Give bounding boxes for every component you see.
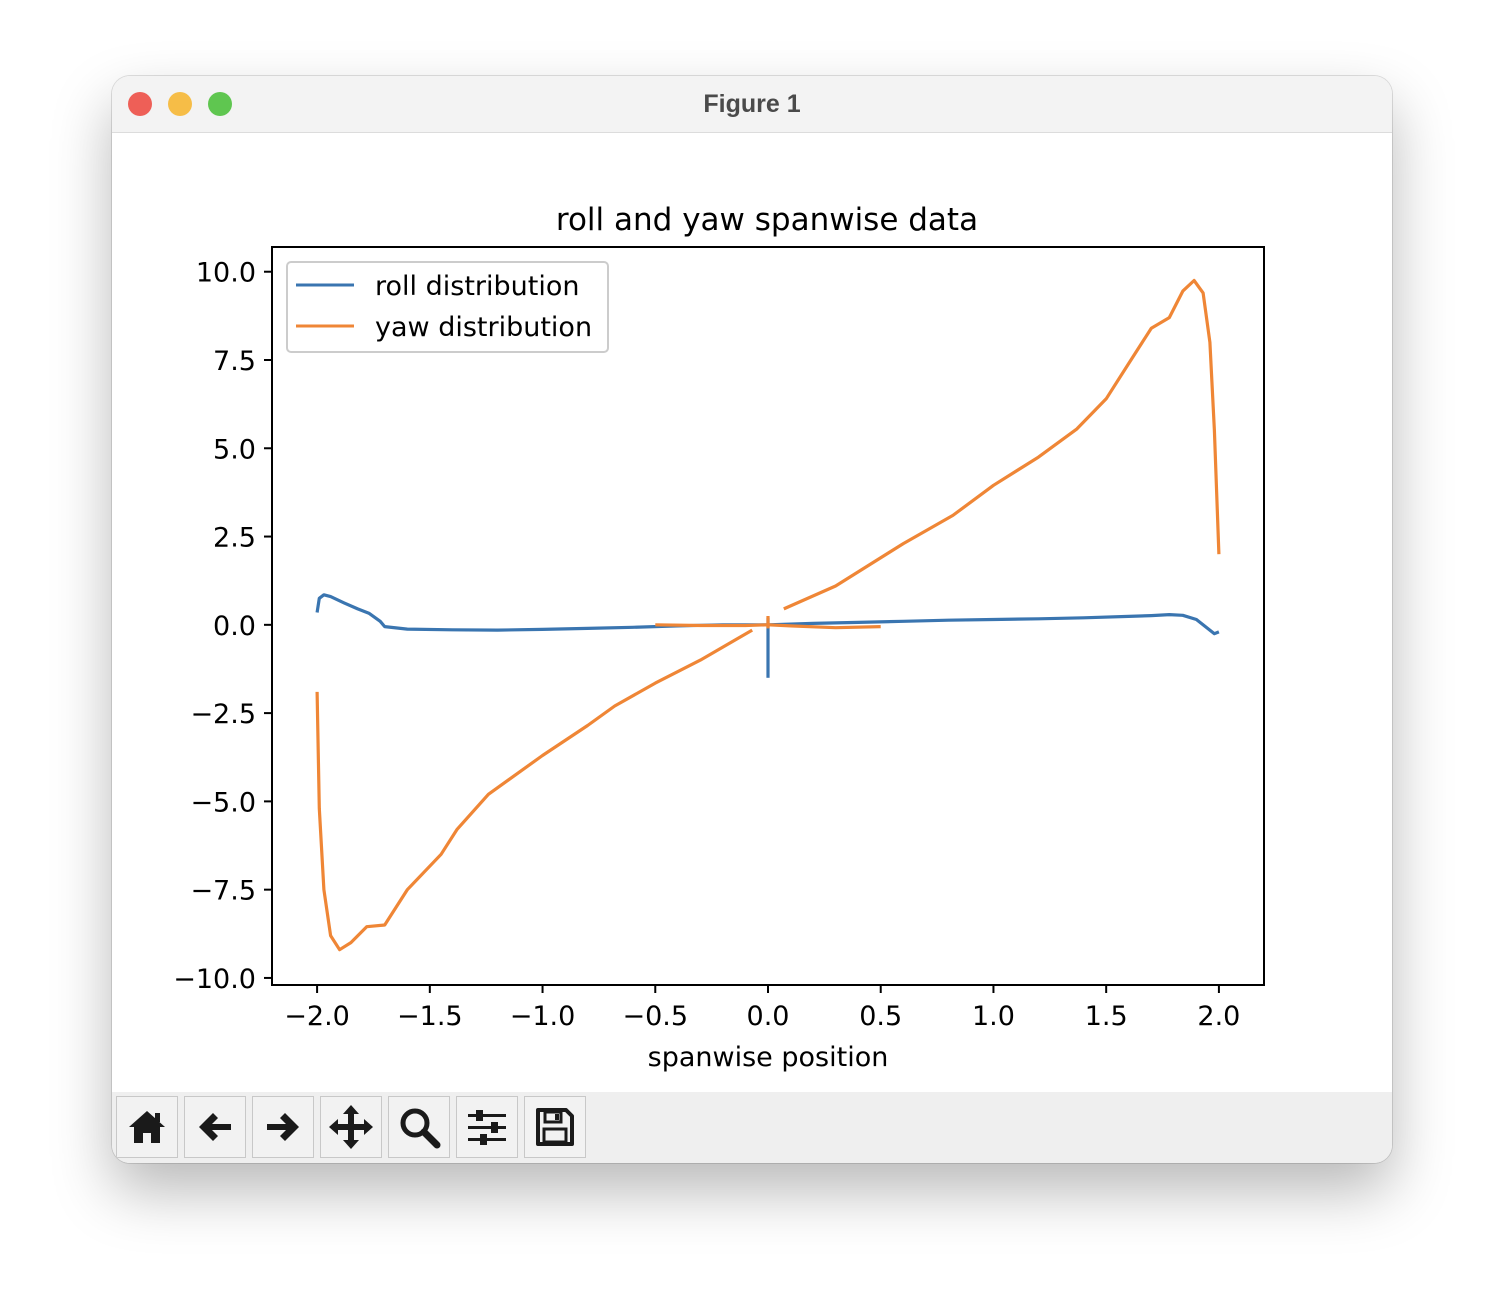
sliders-icon <box>468 1110 506 1145</box>
legend-label-roll: roll distribution <box>375 271 579 302</box>
home-icon <box>129 1111 165 1143</box>
x-tick-label: −2.0 <box>284 1001 350 1032</box>
y-tick-label: 7.5 <box>213 346 256 377</box>
legend-label-yaw: yaw distribution <box>375 312 592 343</box>
save-icon <box>536 1108 574 1146</box>
arrow-left-icon <box>199 1113 231 1141</box>
configure-subplots-button[interactable] <box>456 1096 518 1158</box>
y-tick-label: 0.0 <box>213 611 256 642</box>
title-bar: Figure 1 <box>112 76 1392 133</box>
y-tick-label: 10.0 <box>196 258 256 289</box>
back-button[interactable] <box>184 1096 246 1158</box>
x-tick-label: −1.5 <box>397 1001 463 1032</box>
zoom-button[interactable] <box>388 1096 450 1158</box>
x-tick-label: −1.0 <box>510 1001 576 1032</box>
home-button[interactable] <box>116 1096 178 1158</box>
close-window-button[interactable] <box>128 92 152 116</box>
window-title: Figure 1 <box>703 90 801 118</box>
series-line-yaw <box>783 278 1221 611</box>
figure-canvas: roll and yaw spanwise data −2.0 −1.5 −1.0 −… <box>112 133 1392 1092</box>
y-tick-label: −5.0 <box>190 787 256 818</box>
forward-button[interactable] <box>252 1096 314 1158</box>
minimize-window-button[interactable] <box>168 92 192 116</box>
x-axis-label: spanwise position <box>648 1042 889 1073</box>
legend: roll distribution yaw distribution <box>286 261 609 353</box>
navigation-toolbar <box>112 1092 1392 1163</box>
y-tick-label: −7.5 <box>190 876 256 907</box>
zoom-icon <box>400 1108 441 1149</box>
series-line-roll <box>767 613 1220 636</box>
x-tick-label: 1.5 <box>1085 1001 1128 1032</box>
pan-button[interactable] <box>320 1096 382 1158</box>
plot-frame <box>271 246 1265 986</box>
y-tick-label: −10.0 <box>173 964 256 995</box>
figure-window: Figure 1 roll and yaw spanwise data −2.0… <box>112 76 1392 1163</box>
series-line-roll <box>315 593 768 632</box>
x-tick-label: −0.5 <box>622 1001 688 1032</box>
y-tick-label: −2.5 <box>190 699 256 730</box>
move-icon <box>329 1105 373 1149</box>
chart-title: roll and yaw spanwise data <box>556 202 978 238</box>
x-tick-label: 0.0 <box>747 1001 790 1032</box>
x-tick-label: 1.0 <box>972 1001 1015 1032</box>
save-button[interactable] <box>524 1096 586 1158</box>
chart: roll and yaw spanwise data −2.0 −1.5 −1.0 −… <box>173 202 1265 1073</box>
legend-box <box>286 261 609 353</box>
y-tick-label: 5.0 <box>213 434 256 465</box>
maximize-window-button[interactable] <box>208 92 232 116</box>
arrow-right-icon <box>267 1113 299 1141</box>
y-tick-label: 2.5 <box>213 523 256 554</box>
x-tick-label: 0.5 <box>859 1001 902 1032</box>
series-line-yaw <box>315 628 754 952</box>
x-tick-label: 2.0 <box>1197 1001 1240 1032</box>
